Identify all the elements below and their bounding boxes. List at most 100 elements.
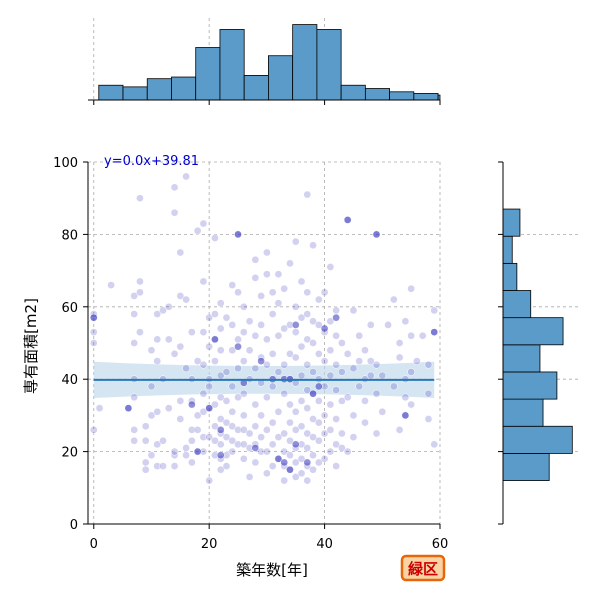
scatter-point bbox=[314, 382, 323, 391]
scatter-point bbox=[366, 321, 375, 329]
scatter-point bbox=[268, 382, 277, 391]
scatter-point bbox=[372, 230, 381, 239]
scatter-point bbox=[320, 411, 329, 420]
scatter-point bbox=[424, 415, 433, 423]
scatter-point bbox=[291, 458, 300, 467]
scatter-point bbox=[268, 462, 277, 470]
scatter-point bbox=[205, 382, 214, 391]
scatter-point bbox=[326, 400, 335, 409]
scatter-point bbox=[211, 400, 219, 409]
x-hist-bar bbox=[146, 78, 172, 101]
scatter-point bbox=[239, 389, 248, 398]
scatter-point bbox=[176, 248, 185, 257]
scatter-point bbox=[89, 328, 98, 336]
scatter-point bbox=[338, 444, 346, 452]
scatter-point bbox=[372, 389, 381, 398]
scatter-point bbox=[303, 288, 312, 297]
scatter-point bbox=[274, 454, 283, 463]
scatter-point bbox=[309, 465, 317, 474]
x-hist-bar bbox=[219, 29, 245, 101]
scatter-point bbox=[297, 313, 306, 322]
scatter-point bbox=[291, 328, 300, 336]
scatter-point bbox=[303, 190, 312, 199]
x-hist-bar bbox=[195, 47, 221, 101]
scatter-point bbox=[332, 331, 340, 340]
scatter-point bbox=[216, 393, 225, 402]
scatter-point bbox=[326, 317, 335, 326]
scatter-point bbox=[239, 302, 248, 311]
scatter-point bbox=[291, 353, 300, 362]
scatter-point bbox=[257, 433, 265, 441]
scatter-point bbox=[268, 350, 277, 358]
scatter-point bbox=[430, 328, 439, 336]
scatter-point bbox=[263, 426, 271, 434]
main-axes: 0 20 40 60 0 20 40 60 80 100 bbox=[53, 156, 448, 552]
scatter-point bbox=[326, 346, 335, 355]
scatter-point bbox=[251, 273, 260, 282]
x-hist-bar bbox=[98, 84, 124, 101]
scatter-point bbox=[361, 418, 369, 427]
scatter-point bbox=[303, 429, 312, 438]
x-hist-bar bbox=[340, 84, 366, 101]
scatter-point bbox=[355, 331, 364, 340]
scatter-point bbox=[141, 422, 150, 431]
scatter-point bbox=[320, 357, 329, 365]
scatter-point bbox=[297, 397, 306, 405]
scatter-point bbox=[245, 429, 254, 438]
scatter-point bbox=[124, 404, 133, 413]
scatter-point bbox=[147, 411, 156, 420]
scatter-point bbox=[263, 248, 271, 257]
scatter-point bbox=[257, 411, 265, 420]
scatter-point bbox=[268, 418, 277, 427]
scatter-point bbox=[263, 270, 271, 279]
scatter-point bbox=[361, 346, 369, 355]
scatter-point bbox=[193, 447, 202, 456]
scatter-point bbox=[349, 411, 358, 420]
scatter-point bbox=[251, 458, 260, 467]
scatter-point bbox=[291, 237, 300, 246]
scatter-point bbox=[170, 183, 179, 192]
scatter-point bbox=[130, 310, 139, 318]
scatter-point bbox=[297, 371, 306, 380]
scatter-point bbox=[216, 465, 225, 474]
scatter-point bbox=[395, 426, 404, 434]
scatter-point bbox=[274, 433, 283, 441]
scatter-point bbox=[205, 404, 214, 413]
x-hist-bar bbox=[268, 55, 294, 101]
scatter-point bbox=[239, 454, 248, 463]
scatter-point bbox=[332, 306, 340, 315]
scatter-point bbox=[211, 422, 219, 431]
scatter-point bbox=[222, 418, 231, 427]
scatter-point bbox=[182, 364, 190, 373]
scatter-point bbox=[314, 418, 323, 427]
scatter-point bbox=[286, 400, 294, 409]
scatter-point bbox=[384, 321, 392, 329]
scatter-point bbox=[303, 404, 312, 413]
y-hist-bar bbox=[502, 344, 541, 373]
scatter-point bbox=[251, 331, 260, 340]
scatter-point bbox=[372, 360, 381, 369]
y-marginal-histogram bbox=[498, 161, 580, 525]
scatter-point bbox=[228, 436, 237, 445]
scatter-point bbox=[291, 440, 300, 449]
scatter-point bbox=[286, 465, 294, 474]
scatter-point bbox=[280, 360, 289, 369]
scatter-point bbox=[297, 454, 306, 463]
y-axis-title: 専有面積[m2] bbox=[22, 298, 40, 394]
scatter-point bbox=[222, 397, 231, 405]
scatter-point bbox=[170, 462, 179, 470]
scatter-point bbox=[257, 357, 265, 365]
scatter-point bbox=[153, 310, 162, 318]
scatter-point bbox=[205, 433, 214, 441]
scatter-point bbox=[326, 426, 335, 434]
scatter-point bbox=[291, 321, 300, 329]
scatter-point bbox=[216, 299, 225, 308]
scatter-point bbox=[263, 335, 271, 344]
scatter-point bbox=[216, 415, 225, 423]
scatter-point bbox=[372, 429, 381, 438]
scatter-point bbox=[349, 433, 358, 441]
scatter-point bbox=[297, 469, 306, 478]
y-tick-label: 60 bbox=[61, 301, 78, 316]
scatter-point bbox=[349, 306, 358, 315]
scatter-point bbox=[338, 397, 346, 405]
